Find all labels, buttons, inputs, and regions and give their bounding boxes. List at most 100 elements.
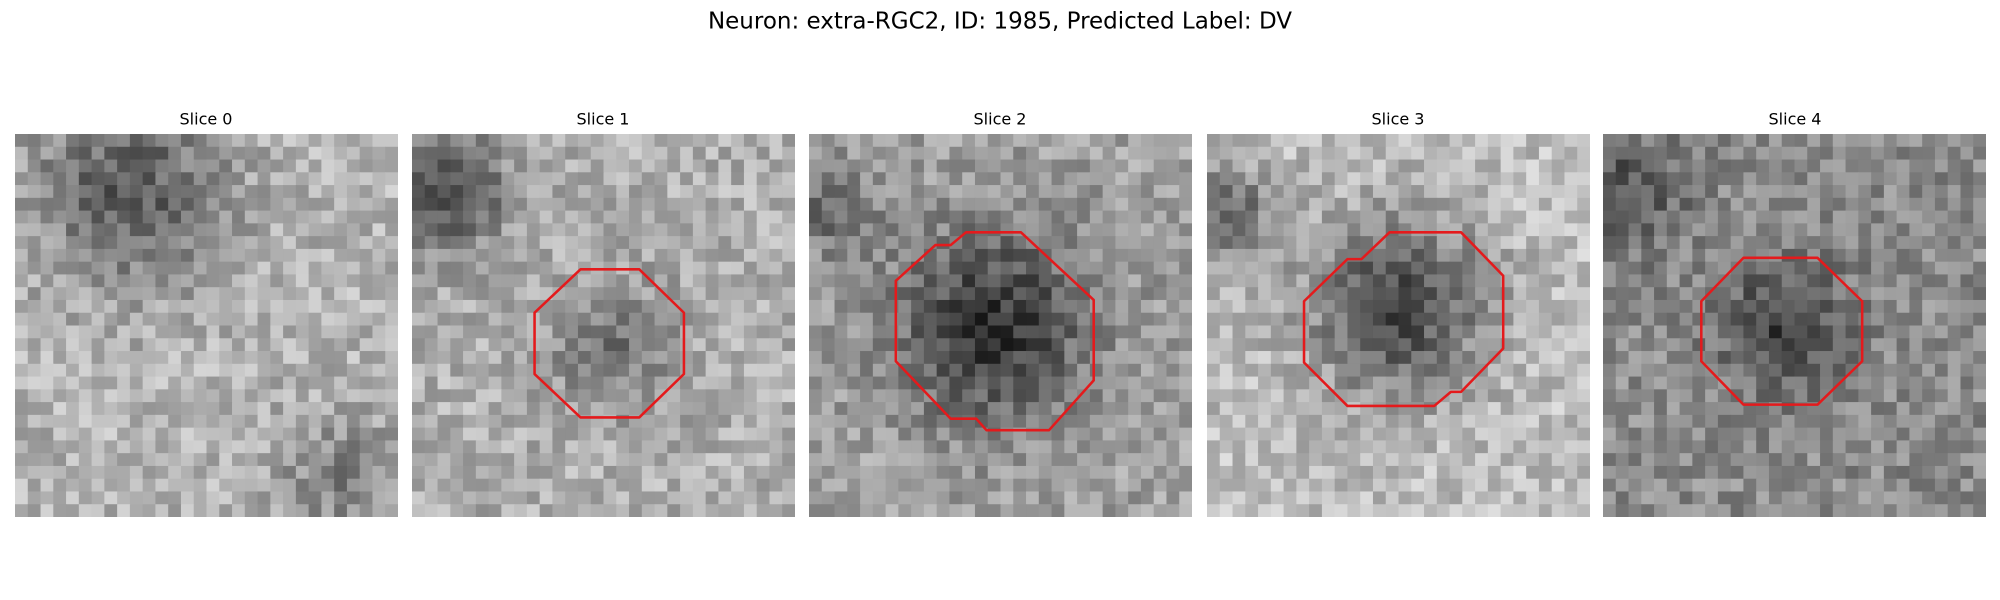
pixel xyxy=(142,312,156,327)
pixel xyxy=(1768,389,1783,403)
pixel xyxy=(1398,261,1412,275)
pixel xyxy=(385,363,398,378)
pixel xyxy=(78,376,93,390)
pixel xyxy=(680,351,694,365)
pixel xyxy=(911,172,925,186)
pixel xyxy=(15,146,29,161)
pixel xyxy=(1077,465,1091,480)
pixel xyxy=(1577,440,1590,454)
pixel xyxy=(1385,185,1400,199)
pixel xyxy=(1128,172,1142,186)
pixel xyxy=(756,210,770,224)
pixel xyxy=(78,197,93,212)
pixel xyxy=(424,338,439,352)
pixel xyxy=(1232,389,1246,403)
pixel xyxy=(346,236,361,250)
pixel xyxy=(219,351,233,365)
pixel xyxy=(1424,389,1438,403)
pixel xyxy=(1411,185,1425,199)
pixel xyxy=(539,185,553,199)
pixel xyxy=(104,414,118,429)
pixel xyxy=(1026,504,1040,517)
pixel xyxy=(1179,414,1192,429)
pixel xyxy=(1207,478,1221,492)
pixel xyxy=(987,185,1002,199)
pixel xyxy=(412,376,426,390)
pixel xyxy=(488,172,502,186)
pixel xyxy=(680,299,694,314)
pixel xyxy=(911,402,925,416)
pixel xyxy=(334,504,348,517)
pixel xyxy=(372,299,386,314)
pixel xyxy=(860,223,874,237)
pixel xyxy=(385,172,398,186)
pixel xyxy=(590,363,605,378)
pixel xyxy=(769,402,783,416)
pixel xyxy=(321,325,335,339)
pixel xyxy=(1064,185,1078,199)
pixel xyxy=(1436,172,1451,186)
pixel xyxy=(1513,261,1527,275)
pixel xyxy=(346,465,361,480)
pixel xyxy=(1487,504,1502,517)
pixel xyxy=(834,274,848,288)
pixel xyxy=(911,389,925,403)
pixel xyxy=(667,287,681,301)
pixel xyxy=(514,338,528,352)
pixel xyxy=(104,376,118,390)
pixel xyxy=(936,236,950,250)
pixel xyxy=(66,248,80,263)
pixel xyxy=(1500,223,1514,237)
pixel xyxy=(1858,248,1872,263)
pixel xyxy=(1334,159,1348,173)
pixel xyxy=(1334,274,1348,288)
pixel xyxy=(552,197,566,212)
pixel xyxy=(1309,414,1323,429)
pixel xyxy=(1153,223,1167,237)
pixel xyxy=(129,440,144,454)
pixel xyxy=(1064,427,1078,441)
pixel xyxy=(731,491,745,505)
pixel xyxy=(1270,223,1285,237)
pixel xyxy=(552,172,566,186)
pixel xyxy=(1398,159,1412,173)
pixel xyxy=(1115,185,1129,199)
pixel xyxy=(168,465,182,480)
pixel xyxy=(1089,402,1104,416)
pixel xyxy=(437,376,451,390)
pixel xyxy=(1743,261,1757,275)
slice-image xyxy=(412,134,795,517)
pixel xyxy=(1705,299,1719,314)
pixel xyxy=(1922,312,1936,327)
pixel xyxy=(1102,363,1116,378)
pixel xyxy=(743,287,758,301)
pixel xyxy=(1334,248,1348,263)
pixel xyxy=(756,185,770,199)
pixel xyxy=(1013,287,1027,301)
pixel xyxy=(1730,146,1744,161)
pixel xyxy=(1245,134,1259,148)
pixel xyxy=(346,287,361,301)
pixel xyxy=(1641,312,1655,327)
pixel xyxy=(1449,440,1463,454)
pixel xyxy=(501,363,515,378)
pixel xyxy=(1603,210,1617,224)
pixel xyxy=(1179,478,1192,492)
pixel xyxy=(616,312,630,327)
pixel xyxy=(1947,325,1961,339)
pixel xyxy=(949,338,963,352)
pixel xyxy=(1654,504,1668,517)
pixel xyxy=(385,504,398,517)
pixel xyxy=(117,248,131,263)
pixel xyxy=(1153,427,1167,441)
pixel xyxy=(936,312,950,327)
pixel xyxy=(1871,146,1885,161)
pixel xyxy=(1641,261,1655,275)
pixel xyxy=(552,325,566,339)
pixel xyxy=(142,504,156,517)
pixel xyxy=(911,363,925,378)
pixel xyxy=(1411,325,1425,339)
pixel xyxy=(206,236,220,250)
pixel xyxy=(667,389,681,403)
pixel xyxy=(718,236,732,250)
